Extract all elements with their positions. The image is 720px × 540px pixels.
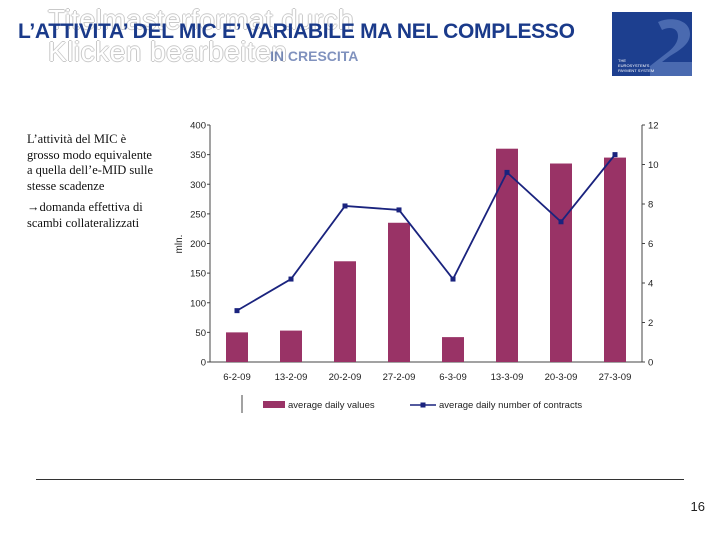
x-tick-label: 27-2-09 — [383, 372, 416, 383]
y-left-tick-label: 200 — [190, 239, 206, 250]
x-tick-label: 13-3-09 — [491, 372, 524, 383]
x-tick-label: 6-2-09 — [223, 372, 250, 383]
legend-bar-swatch — [263, 401, 285, 408]
title-fragment: IN CRESCITA — [270, 48, 359, 64]
y-left-tick-label: 0 — [201, 358, 206, 369]
bar — [280, 330, 302, 362]
side-paragraph-2-text: domanda effettiva di scambi collateraliz… — [27, 200, 143, 230]
bar — [226, 332, 248, 362]
bar — [334, 261, 356, 362]
line-point — [558, 219, 564, 225]
x-tick-label: 27-3-09 — [599, 372, 632, 383]
line-point — [396, 207, 402, 213]
line-point — [504, 169, 510, 175]
line-point — [342, 203, 348, 209]
x-tick-label: 13-2-09 — [275, 372, 308, 383]
logo-caption: THE EUROSYSTEM'S PAYMENT SYSTEM — [618, 58, 655, 73]
y-left-tick-label: 50 — [195, 328, 206, 339]
contracts-line — [236, 154, 616, 312]
y-left-tick-label: 350 — [190, 150, 206, 161]
y-right-tick-label: 2 — [648, 318, 653, 329]
bar — [550, 163, 572, 362]
combo-chart: 0 50 100 150 200 250 300 350 400 0 2 4 6 8 10 12 mln. 6-2… — [174, 121, 659, 413]
y-left-tick-label: 150 — [190, 269, 206, 280]
x-tick-label: 20-3-09 — [545, 372, 578, 383]
y-right-tick-label: 8 — [648, 200, 653, 211]
brand-logo-mark — [650, 19, 692, 76]
y-right-tick-label: 6 — [648, 239, 653, 250]
line-point — [450, 276, 456, 282]
bar — [604, 157, 626, 362]
y-left-tick-label: 400 — [190, 121, 206, 132]
x-tick-label: 20-2-09 — [329, 372, 362, 383]
y-right-tick-label: 4 — [648, 279, 653, 290]
y-left-tick-label: 250 — [190, 209, 206, 220]
y-left-tick-label: 300 — [190, 180, 206, 191]
line-point — [612, 152, 618, 158]
footer-rule — [36, 479, 684, 480]
side-paragraph-2: →domanda effettiva di scambi collaterali… — [27, 200, 157, 231]
legend-line-marker — [420, 402, 426, 408]
line-point — [288, 276, 294, 282]
y-axis-label: mln. — [174, 235, 185, 254]
arrow-icon: → — [27, 200, 40, 214]
bar — [496, 148, 518, 362]
legend-bar-label: average daily values — [288, 400, 375, 411]
y-right-tick-label: 0 — [648, 358, 653, 369]
side-paragraph-1: L’attività del MIC è grosso modo equival… — [27, 132, 153, 193]
x-tick-label: 6-3-09 — [439, 372, 466, 383]
ghost-title: Titelmasterformat durch Klicken bearbeit… — [48, 4, 355, 67]
brand-logo: THE EUROSYSTEM'S PAYMENT SYSTEM — [612, 12, 692, 76]
bar — [388, 222, 410, 362]
legend-line-label: average daily number of contracts — [439, 400, 582, 411]
y-right-tick-label: 12 — [648, 121, 659, 132]
side-commentary: L’attività del MIC è grosso modo equival… — [27, 132, 157, 237]
y-right-tick-label: 10 — [648, 160, 659, 171]
bar — [442, 337, 464, 362]
page-number: 16 — [690, 499, 705, 514]
line-point — [234, 308, 240, 314]
y-left-tick-label: 100 — [190, 298, 206, 309]
page-title: L’ATTIVITA’ DEL MIC E’ VARIABILE MA NEL … — [18, 20, 575, 43]
